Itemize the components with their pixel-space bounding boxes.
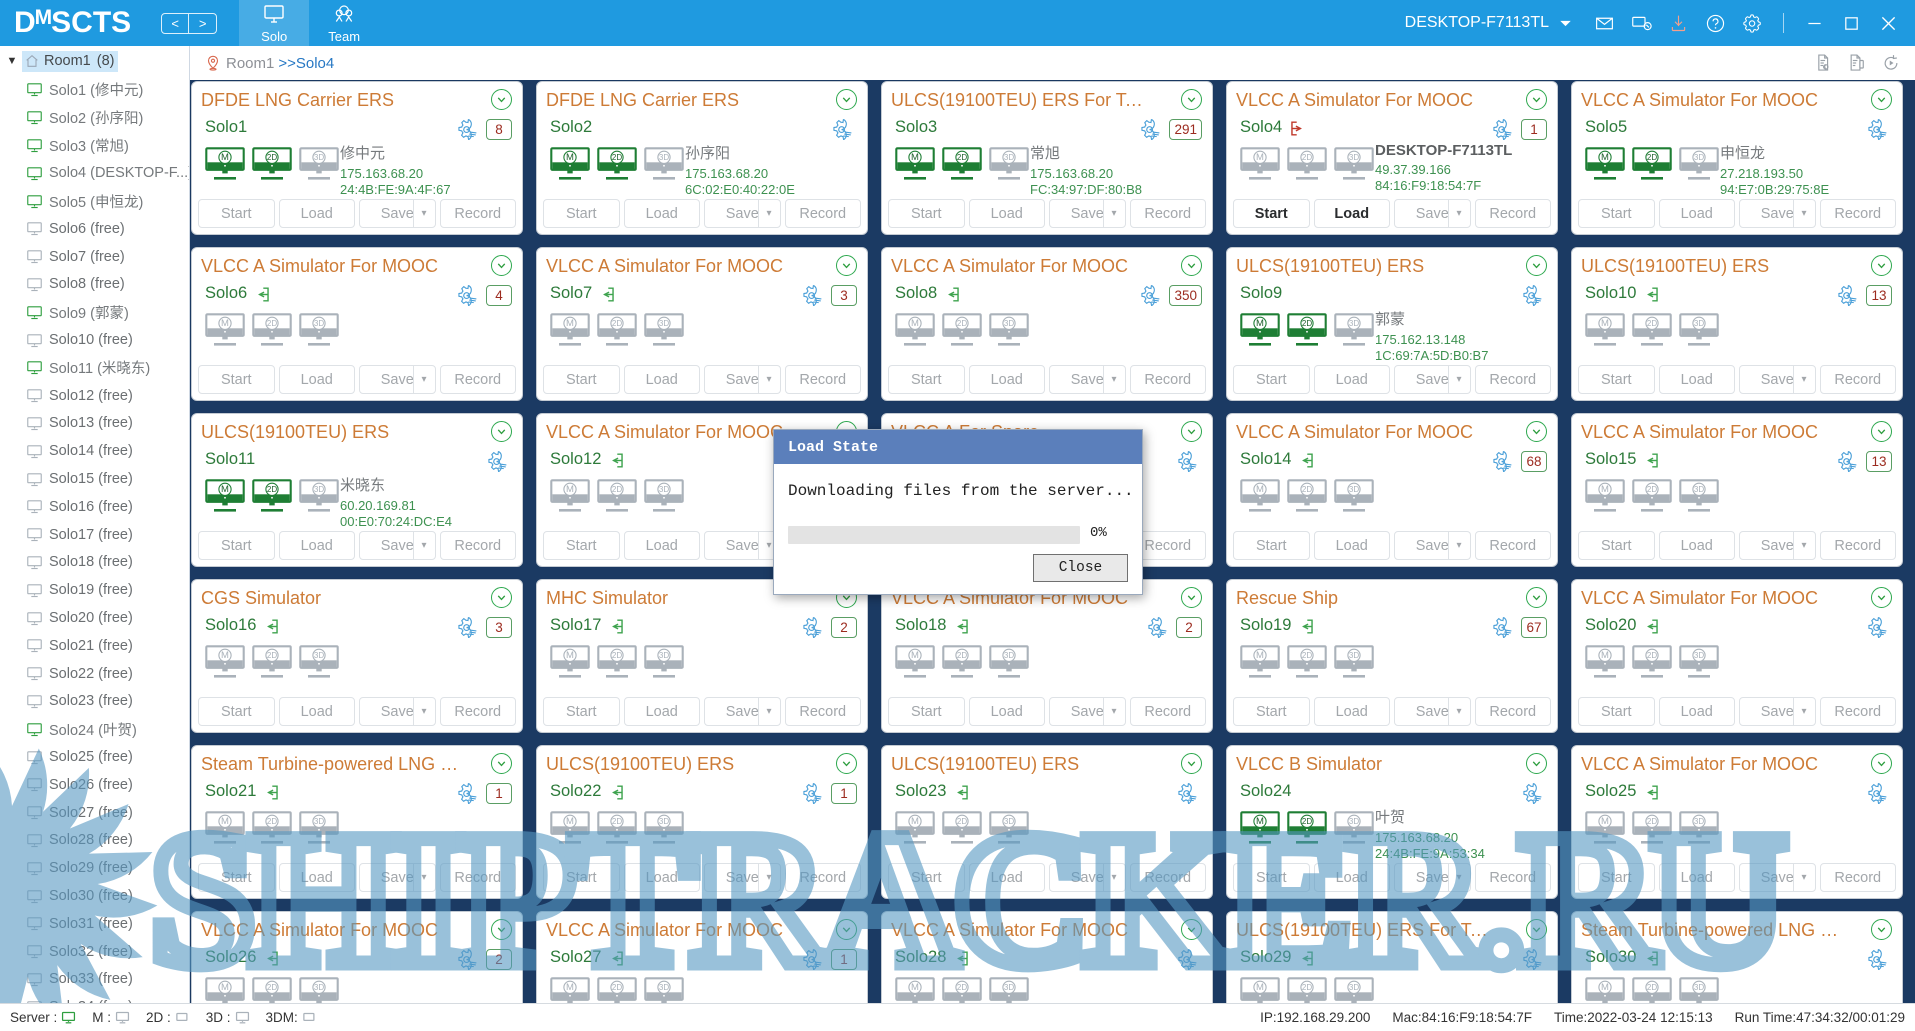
svg-text:3D: 3D: [1004, 319, 1014, 328]
svg-text:2D: 2D: [1647, 485, 1657, 494]
svg-text:3D: 3D: [1349, 651, 1359, 660]
svg-text:3D: 3D: [1694, 319, 1704, 328]
svg-text:2D: 2D: [267, 817, 277, 826]
svg-text:M: M: [911, 982, 919, 993]
svg-text:2D: 2D: [1647, 817, 1657, 826]
svg-text:M: M: [221, 650, 229, 661]
svg-text:2D: 2D: [1647, 651, 1657, 660]
svg-text:M: M: [566, 816, 574, 827]
svg-text:3D: 3D: [314, 651, 324, 660]
svg-text:2D: 2D: [957, 153, 967, 162]
svg-text:M: M: [1601, 982, 1609, 993]
svg-text:3D: 3D: [659, 485, 669, 494]
svg-text:M: M: [911, 816, 919, 827]
svg-text:3D: 3D: [1004, 817, 1014, 826]
svg-text:M: M: [566, 982, 574, 993]
svg-text:M: M: [1256, 816, 1264, 827]
svg-text:3D: 3D: [1694, 651, 1704, 660]
svg-text:2D: 2D: [612, 817, 622, 826]
svg-text:2D: 2D: [267, 983, 277, 992]
svg-text:M: M: [221, 982, 229, 993]
svg-text:2D: 2D: [1302, 651, 1312, 660]
svg-text:3D: 3D: [1349, 817, 1359, 826]
svg-text:M: M: [1256, 484, 1264, 495]
svg-text:3D: 3D: [659, 817, 669, 826]
svg-text:M: M: [911, 650, 919, 661]
svg-text:M: M: [566, 650, 574, 661]
svg-text:2D: 2D: [267, 319, 277, 328]
svg-text:2D: 2D: [1302, 319, 1312, 328]
svg-text:3D: 3D: [1004, 153, 1014, 162]
svg-text:3D: 3D: [1349, 485, 1359, 494]
svg-text:M: M: [1256, 152, 1264, 163]
svg-text:2D: 2D: [1302, 153, 1312, 162]
svg-text:3D: 3D: [1004, 983, 1014, 992]
svg-text:2D: 2D: [1302, 485, 1312, 494]
svg-text:3D: 3D: [1694, 817, 1704, 826]
svg-text:2D: 2D: [957, 983, 967, 992]
svg-text:M: M: [1256, 982, 1264, 993]
svg-text:M: M: [1601, 816, 1609, 827]
svg-text:M: M: [221, 318, 229, 329]
svg-text:M: M: [1601, 318, 1609, 329]
svg-text:3D: 3D: [1349, 319, 1359, 328]
svg-text:2D: 2D: [267, 485, 277, 494]
svg-text:M: M: [566, 152, 574, 163]
svg-text:2D: 2D: [1647, 983, 1657, 992]
svg-text:2D: 2D: [957, 817, 967, 826]
svg-text:3D: 3D: [659, 651, 669, 660]
svg-text:3D: 3D: [1004, 651, 1014, 660]
svg-text:3D: 3D: [1349, 983, 1359, 992]
svg-text:M: M: [221, 484, 229, 495]
svg-text:3D: 3D: [659, 153, 669, 162]
svg-text:2D: 2D: [957, 319, 967, 328]
svg-text:3D: 3D: [314, 319, 324, 328]
svg-text:3D: 3D: [314, 485, 324, 494]
svg-text:2D: 2D: [612, 485, 622, 494]
svg-text:M: M: [566, 318, 574, 329]
svg-text:2D: 2D: [612, 319, 622, 328]
svg-text:M: M: [1601, 650, 1609, 661]
svg-text:2D: 2D: [1647, 319, 1657, 328]
svg-text:3D: 3D: [314, 817, 324, 826]
svg-text:M: M: [1601, 484, 1609, 495]
svg-text:3D: 3D: [1694, 153, 1704, 162]
svg-text:3D: 3D: [1694, 983, 1704, 992]
svg-text:3D: 3D: [314, 153, 324, 162]
svg-text:3D: 3D: [659, 983, 669, 992]
svg-text:M: M: [911, 152, 919, 163]
svg-text:M: M: [566, 484, 574, 495]
svg-text:3D: 3D: [1694, 485, 1704, 494]
svg-text:2D: 2D: [957, 651, 967, 660]
svg-text:M: M: [1256, 318, 1264, 329]
svg-text:3D: 3D: [659, 319, 669, 328]
svg-text:M: M: [1601, 152, 1609, 163]
svg-text:2D: 2D: [1302, 983, 1312, 992]
svg-text:2D: 2D: [1302, 817, 1312, 826]
svg-text:M: M: [221, 152, 229, 163]
svg-text:M: M: [1256, 650, 1264, 661]
svg-text:M: M: [221, 816, 229, 827]
svg-text:3D: 3D: [1349, 153, 1359, 162]
svg-text:3D: 3D: [314, 983, 324, 992]
svg-text:2D: 2D: [1647, 153, 1657, 162]
svg-text:2D: 2D: [267, 651, 277, 660]
svg-text:M: M: [911, 318, 919, 329]
svg-text:2D: 2D: [267, 153, 277, 162]
svg-text:2D: 2D: [612, 983, 622, 992]
svg-text:2D: 2D: [612, 153, 622, 162]
svg-text:2D: 2D: [612, 651, 622, 660]
